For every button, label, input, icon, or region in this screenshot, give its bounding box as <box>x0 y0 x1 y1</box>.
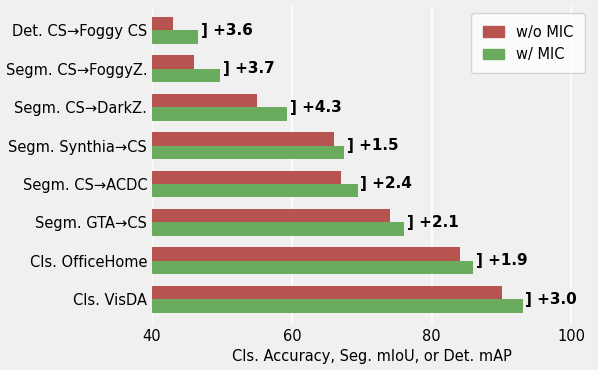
Bar <box>152 69 220 82</box>
Bar <box>152 286 502 299</box>
Bar <box>152 222 404 236</box>
Bar <box>152 94 257 107</box>
Bar <box>152 107 287 121</box>
Bar <box>152 247 460 261</box>
Bar <box>152 171 341 184</box>
Text: ] +3.7: ] +3.7 <box>222 61 274 76</box>
X-axis label: Cls. Accuracy, Seg. mIoU, or Det. mAP: Cls. Accuracy, Seg. mIoU, or Det. mAP <box>232 349 512 364</box>
Bar <box>152 184 358 198</box>
Bar <box>152 132 334 146</box>
Text: ] +1.5: ] +1.5 <box>347 138 399 153</box>
Bar <box>152 146 344 159</box>
Bar <box>152 209 390 222</box>
Bar <box>152 17 173 30</box>
Bar <box>152 30 198 44</box>
Bar <box>152 299 523 313</box>
Text: ] +2.4: ] +2.4 <box>361 176 412 192</box>
Text: ] +1.9: ] +1.9 <box>475 253 527 268</box>
Bar <box>152 56 194 69</box>
Text: ] +4.3: ] +4.3 <box>290 100 341 115</box>
Text: ] +3.0: ] +3.0 <box>525 292 577 307</box>
Bar <box>152 261 473 274</box>
Text: ] +2.1: ] +2.1 <box>407 215 459 230</box>
Legend: w/o MIC, w/ MIC: w/o MIC, w/ MIC <box>471 13 585 74</box>
Text: ] +3.6: ] +3.6 <box>201 23 253 38</box>
